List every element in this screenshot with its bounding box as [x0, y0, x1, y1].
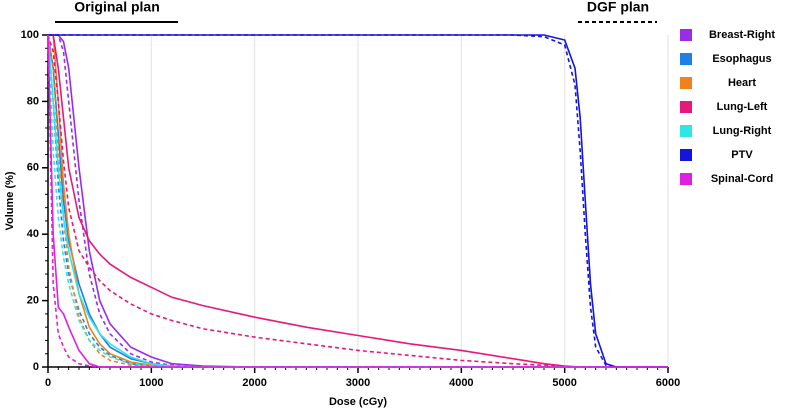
- legend-swatch: [680, 53, 692, 65]
- dvh-curve: [47, 34, 668, 368]
- legend-label: Spinal-Cord: [711, 173, 773, 185]
- x-axis-label: Dose (cGy): [329, 396, 387, 408]
- dvh-curve: [47, 34, 668, 368]
- x-tick-label: 0: [45, 377, 51, 389]
- x-tick-label: 5000: [552, 377, 576, 389]
- annotation: DGF plan: [587, 0, 649, 15]
- legend-label: PTV: [731, 149, 753, 161]
- y-axis-label: Volume (%): [4, 171, 16, 230]
- y-tick-label: 80: [27, 95, 39, 107]
- legend-label: Lung-Right: [713, 125, 772, 137]
- legend-swatch: [680, 149, 692, 161]
- y-tick-label: 60: [27, 162, 39, 174]
- legend-swatch: [680, 77, 692, 89]
- legend-label: Esophagus: [712, 53, 771, 65]
- x-tick-label: 6000: [656, 377, 680, 389]
- x-tick-label: 1000: [139, 377, 163, 389]
- annotation: Original plan: [74, 0, 160, 15]
- y-tick-label: 40: [27, 228, 39, 240]
- dvh-curve: [48, 34, 668, 368]
- y-tick-label: 100: [21, 29, 39, 41]
- y-tick-label: 0: [33, 361, 39, 373]
- x-tick-label: 3000: [346, 377, 370, 389]
- x-tick-label: 2000: [242, 377, 266, 389]
- legend-swatch: [680, 173, 692, 185]
- x-tick-label: 4000: [449, 377, 473, 389]
- legend-label: Breast-Right: [709, 29, 775, 41]
- legend-label: Lung-Left: [717, 101, 768, 113]
- legend-swatch: [680, 125, 692, 137]
- legend-label: Heart: [728, 77, 756, 89]
- legend-swatch: [680, 101, 692, 113]
- legend-swatch: [680, 29, 692, 41]
- y-tick-label: 20: [27, 295, 39, 307]
